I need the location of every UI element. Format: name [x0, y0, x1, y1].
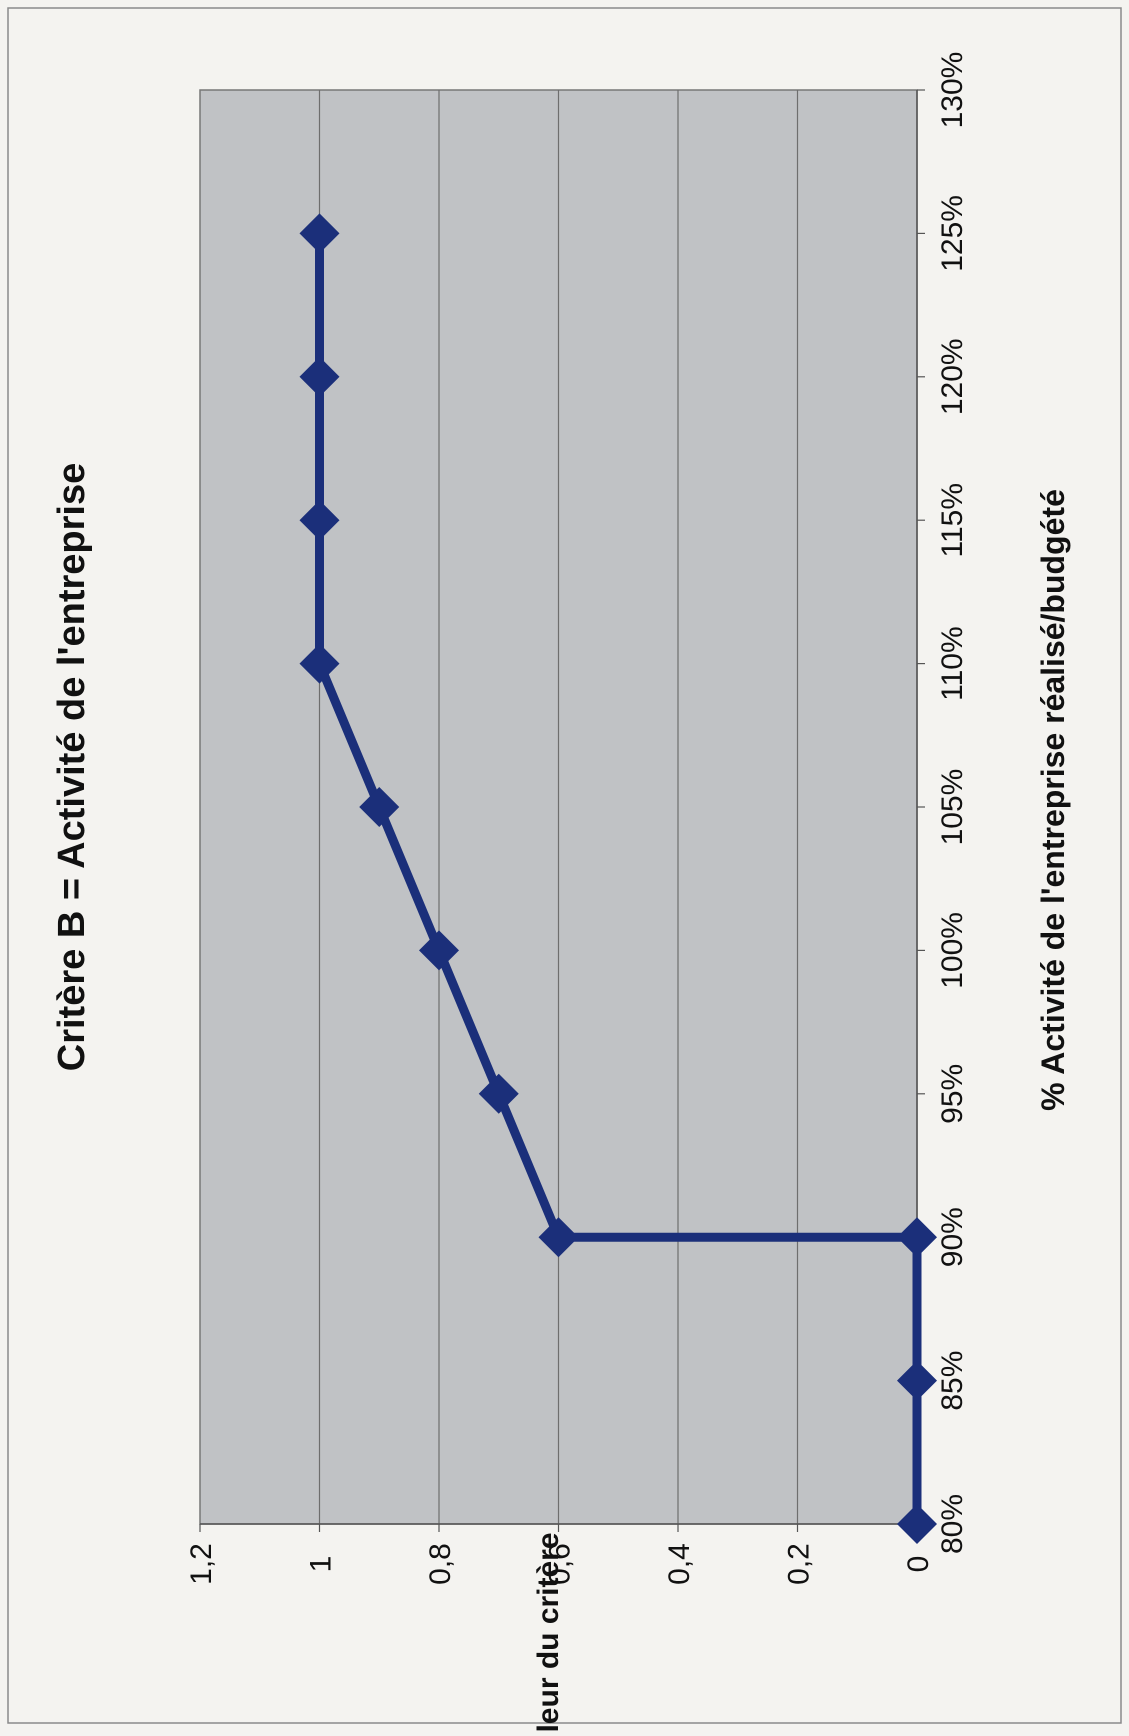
data-point — [299, 213, 340, 254]
data-point — [299, 500, 340, 541]
x-tick-label: 100% — [936, 912, 969, 989]
x-tick-label: 130% — [936, 52, 969, 129]
x-tick-label: 125% — [936, 195, 969, 272]
x-tick-label: 115% — [936, 483, 969, 558]
x-tick-label: 90% — [936, 1207, 969, 1267]
x-tick-label: 80% — [936, 1494, 969, 1554]
chart-title: Critère B = Activité de l'entreprise — [51, 463, 93, 1071]
y-tick-label: 0,8 — [424, 1543, 457, 1585]
x-tick-label: 95% — [936, 1064, 969, 1124]
data-point — [419, 930, 459, 971]
x-tick-label: 105% — [936, 769, 969, 846]
y-tick-label: 0 — [902, 1556, 935, 1573]
data-point — [299, 643, 340, 684]
data-point — [478, 1073, 519, 1114]
y-tick-label: 1 — [305, 1556, 338, 1573]
x-tick-label: 85% — [936, 1351, 969, 1411]
data-point — [299, 356, 340, 397]
data-point — [897, 1360, 937, 1401]
y-tick-label: 0,4 — [663, 1543, 696, 1585]
y-axis-label: Valeur du critère — [532, 1532, 565, 1731]
y-tick-label: 0,6 — [544, 1543, 577, 1585]
data-point — [897, 1504, 937, 1544]
y-tick-label: 1,2 — [185, 1543, 218, 1585]
data-point — [359, 787, 400, 827]
x-tick-label: 110% — [936, 626, 969, 701]
data-point — [897, 1217, 937, 1258]
page-border — [7, 7, 1122, 1724]
x-axis-label: % Activité de l'entreprise réalisé/budgé… — [1035, 489, 1071, 1111]
x-tick-label: 120% — [936, 338, 969, 415]
data-point — [538, 1217, 579, 1258]
y-tick-label: 0,2 — [783, 1543, 816, 1585]
